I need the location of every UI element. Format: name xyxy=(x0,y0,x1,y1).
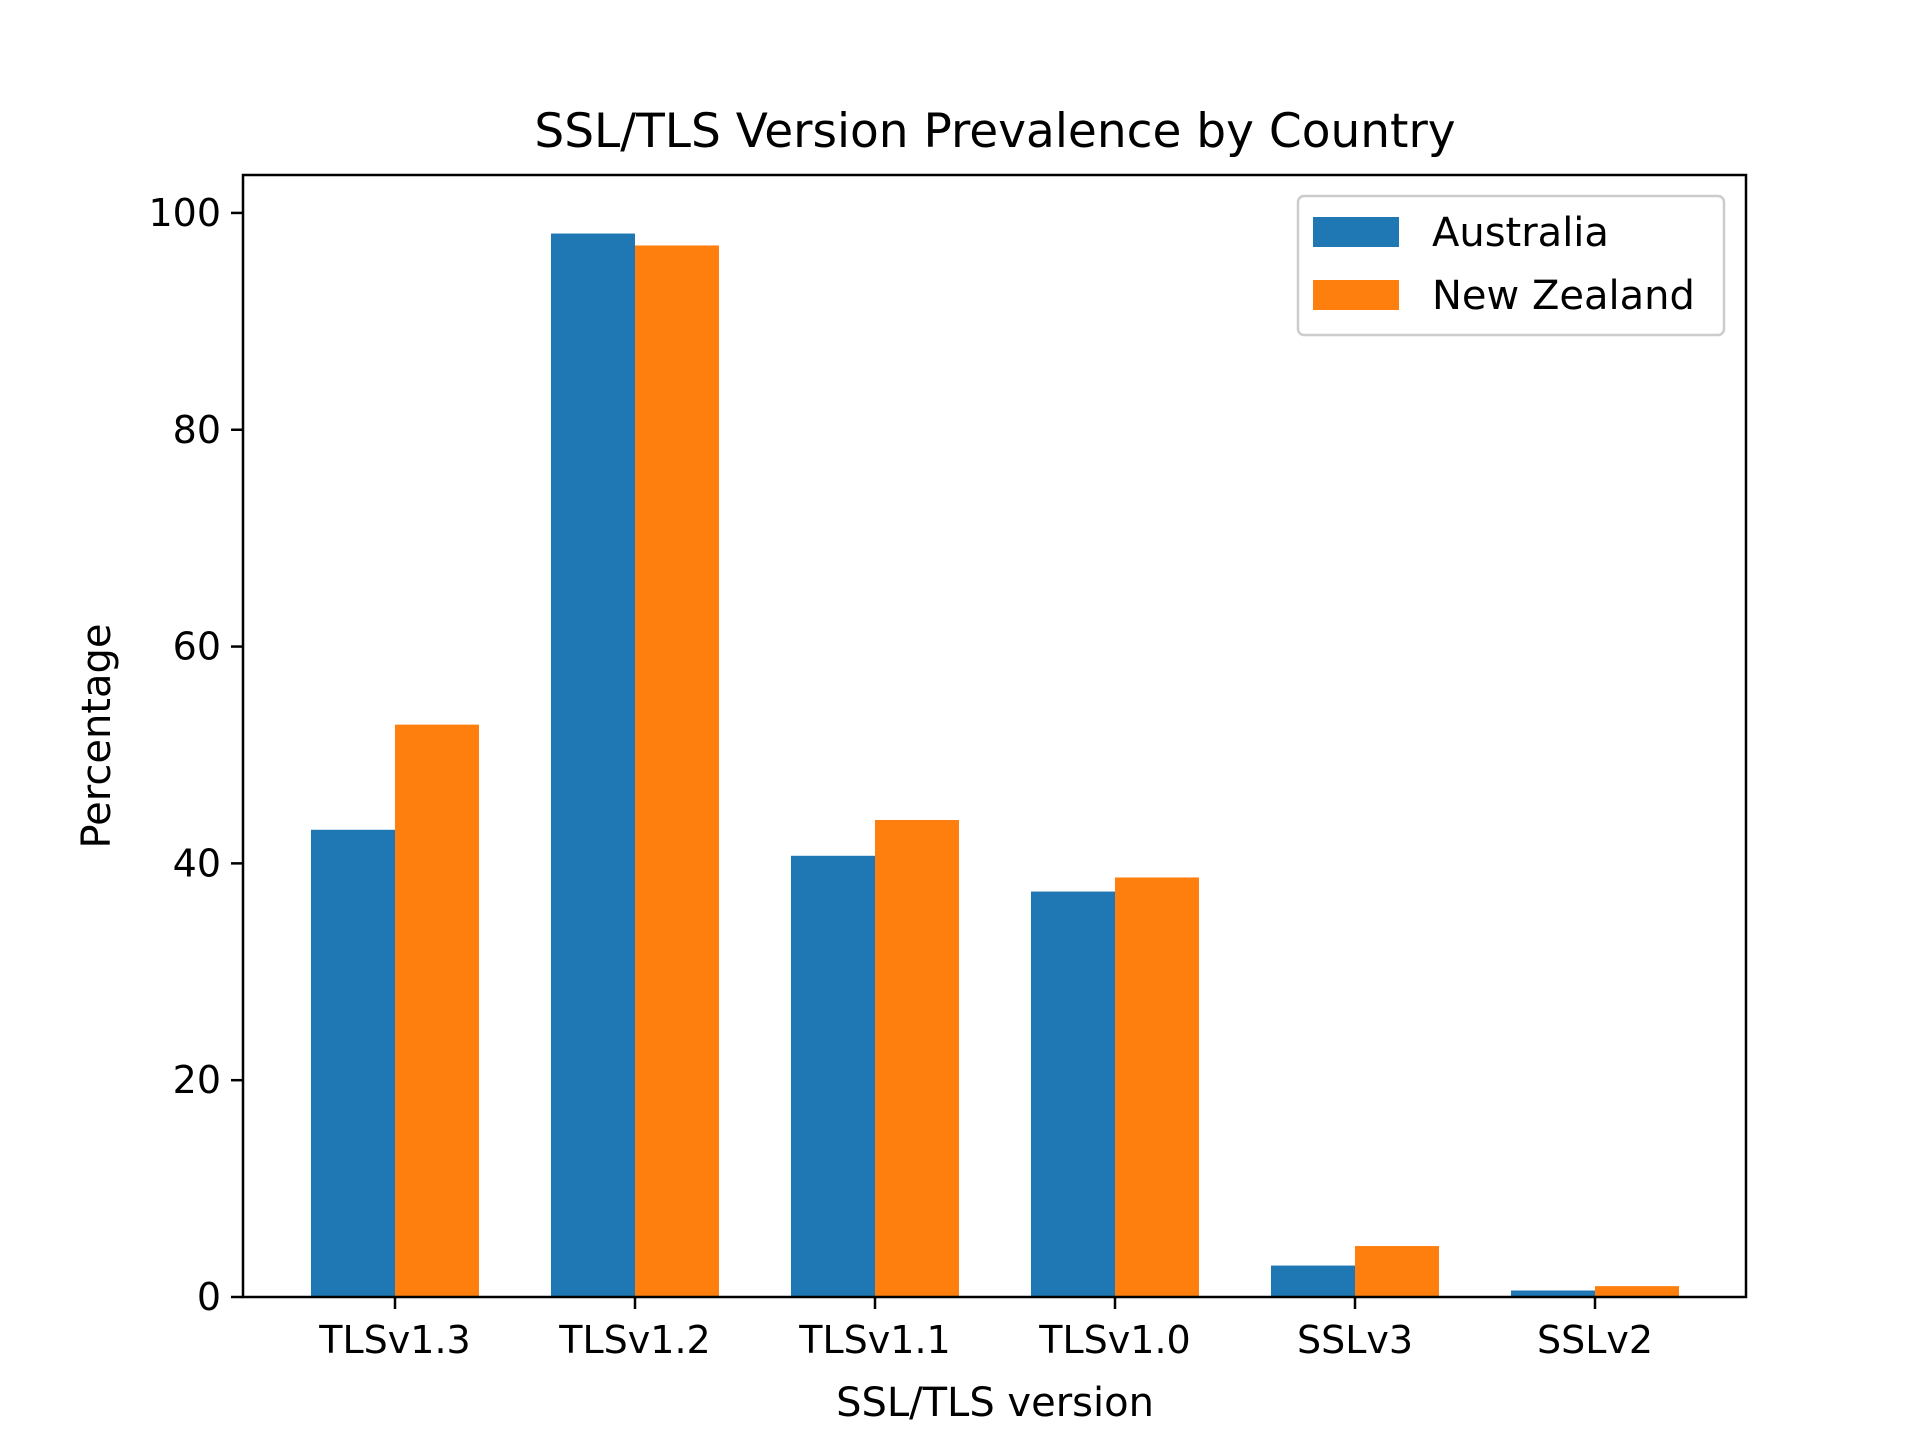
x-tick-label-tlsv1-3: TLSv1.3 xyxy=(318,1318,470,1362)
x-tick-label-tlsv1-0: TLSv1.0 xyxy=(1038,1318,1190,1362)
bar-new-zealand-sslv2 xyxy=(1595,1286,1679,1297)
y-tick-label: 60 xyxy=(173,625,221,669)
y-axis-label: Percentage xyxy=(74,623,120,848)
bar-new-zealand-tlsv1-0 xyxy=(1115,877,1199,1297)
bar-australia-tlsv1-0 xyxy=(1031,891,1115,1297)
y-tick-label: 0 xyxy=(197,1275,221,1319)
bar-new-zealand-tlsv1-1 xyxy=(875,820,959,1297)
bar-new-zealand-sslv3 xyxy=(1355,1246,1439,1297)
legend-label-australia: Australia xyxy=(1432,210,1609,256)
bar-australia-sslv2 xyxy=(1511,1290,1595,1297)
bar-new-zealand-tlsv1-3 xyxy=(395,724,479,1297)
bar-australia-tlsv1-2 xyxy=(551,233,635,1298)
legend: Australia New Zealand xyxy=(1296,194,1726,337)
bar-australia-tlsv1-3 xyxy=(311,829,395,1297)
y-tick-label: 80 xyxy=(173,408,221,452)
legend-swatch-new-zealand xyxy=(1313,280,1399,310)
legend-swatch-australia xyxy=(1313,217,1399,247)
plot-frame xyxy=(241,173,1748,1299)
x-tick-label-tlsv1-2: TLSv1.2 xyxy=(558,1318,710,1362)
bar-new-zealand-tlsv1-2 xyxy=(635,245,719,1298)
x-axis-label: SSL/TLS version xyxy=(836,1380,1154,1426)
legend-label-new-zealand: New Zealand xyxy=(1432,273,1695,319)
x-axis: TLSv1.3 TLSv1.2 TLSv1.1 TLSv1.0 SSLv3 SSLv2 xyxy=(318,1297,1653,1362)
x-tick-label-sslv3: SSLv3 xyxy=(1297,1318,1413,1362)
y-tick-label: 100 xyxy=(148,191,221,235)
legend-frame xyxy=(1296,194,1726,337)
chart-title: SSL/TLS Version Prevalence by Country xyxy=(534,104,1455,159)
y-tick-label: 20 xyxy=(173,1058,221,1102)
y-tick-label: 40 xyxy=(173,841,221,885)
bar-australia-sslv3 xyxy=(1271,1265,1355,1297)
y-axis: 0 20 40 60 80 100 xyxy=(148,191,243,1319)
x-tick-label-sslv2: SSLv2 xyxy=(1537,1318,1653,1362)
x-tick-label-tlsv1-1: TLSv1.1 xyxy=(798,1318,950,1362)
bar-australia-tlsv1-1 xyxy=(791,855,875,1297)
bars-layer xyxy=(311,233,1679,1298)
